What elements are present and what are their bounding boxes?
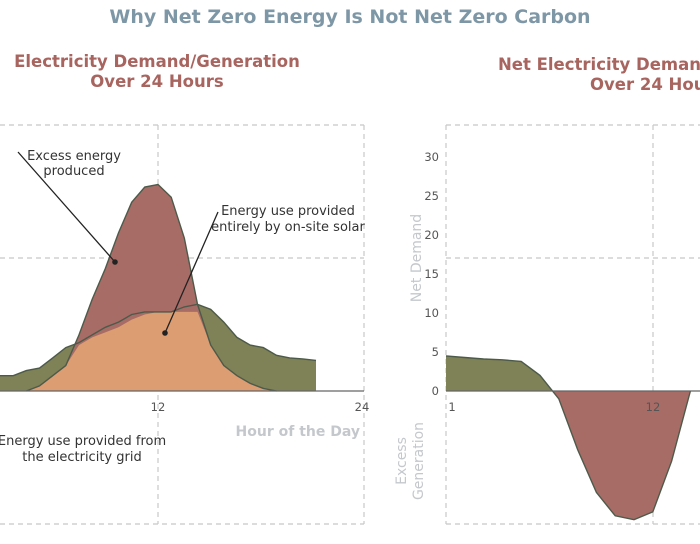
right-y-axis-titles: Net Demand Excess Generation: [394, 214, 427, 500]
right-y-axis: 0 5 10 15 20 25 30: [424, 150, 439, 398]
right-chart-title-line-1: Net Electricity Demand: [498, 55, 700, 74]
right-y-tick-15: 15: [424, 267, 439, 281]
right-chart-title-line-2: Over 24 Hours: [590, 75, 700, 94]
right-y-tick-5: 5: [432, 345, 439, 359]
right-excess-generation-line-1: Excess: [394, 437, 410, 485]
annotation-grid-line-2: the electricity grid: [22, 450, 141, 465]
annotation-onsite-line-2: entirely by on-site solar: [211, 220, 365, 235]
main-title: Why Net Zero Energy Is Not Net Zero Carb…: [109, 6, 590, 28]
left-x-tick-12: 12: [151, 400, 166, 414]
right-y-tick-0: 0: [432, 384, 439, 398]
right-chart-areas: [445, 355, 700, 521]
annotation-excess-line-2: produced: [43, 164, 104, 179]
annotation-excess-line-1: Excess energy: [27, 149, 121, 164]
right-grid: [445, 124, 700, 525]
right-y-axis-title: Net Demand: [409, 214, 425, 302]
area-net-demand: [446, 355, 553, 391]
right-y-tick-20: 20: [424, 228, 439, 242]
left-x-axis-title: Hour of the Day: [236, 424, 360, 440]
left-chart-title-line-1: Electricity Demand/Generation: [14, 52, 300, 71]
right-x-tick-12: 12: [646, 400, 661, 414]
right-x-tick-1: 1: [448, 400, 455, 414]
annotation-leader-onsite: [164, 211, 219, 334]
left-chart-areas: [0, 183, 364, 392]
left-annotations: Excess energy produced Energy use provid…: [0, 149, 365, 465]
line-demand: [0, 303, 317, 377]
annotation-dot-onsite: [162, 330, 168, 336]
left-x-axis: 12 24 Hour of the Day: [151, 400, 370, 440]
right-y-tick-10: 10: [424, 306, 439, 320]
line-solar-generation: [26, 183, 277, 392]
right-chart-title: Net Electricity Demand Over 24 Hours: [498, 55, 700, 94]
area-solar-self-use: [26, 311, 277, 391]
annotation-grid-line-1: Energy use provided from: [0, 434, 166, 449]
left-x-tick-24: 24: [355, 400, 370, 414]
area-excess-generation: [552, 391, 691, 520]
right-x-axis: 1 12: [448, 400, 660, 414]
left-chart-title: Electricity Demand/Generation Over 24 Ho…: [14, 52, 300, 91]
left-chart-title-line-2: Over 24 Hours: [90, 72, 224, 91]
right-y-tick-25: 25: [424, 189, 439, 203]
right-y-tick-30: 30: [424, 150, 439, 164]
line-net-demand: [445, 355, 692, 521]
annotation-leader-excess: [17, 151, 116, 263]
annotation-dot-excess: [112, 259, 118, 265]
right-excess-generation-line-2: Generation: [411, 422, 427, 500]
annotation-onsite-line-1: Energy use provided: [221, 204, 355, 219]
